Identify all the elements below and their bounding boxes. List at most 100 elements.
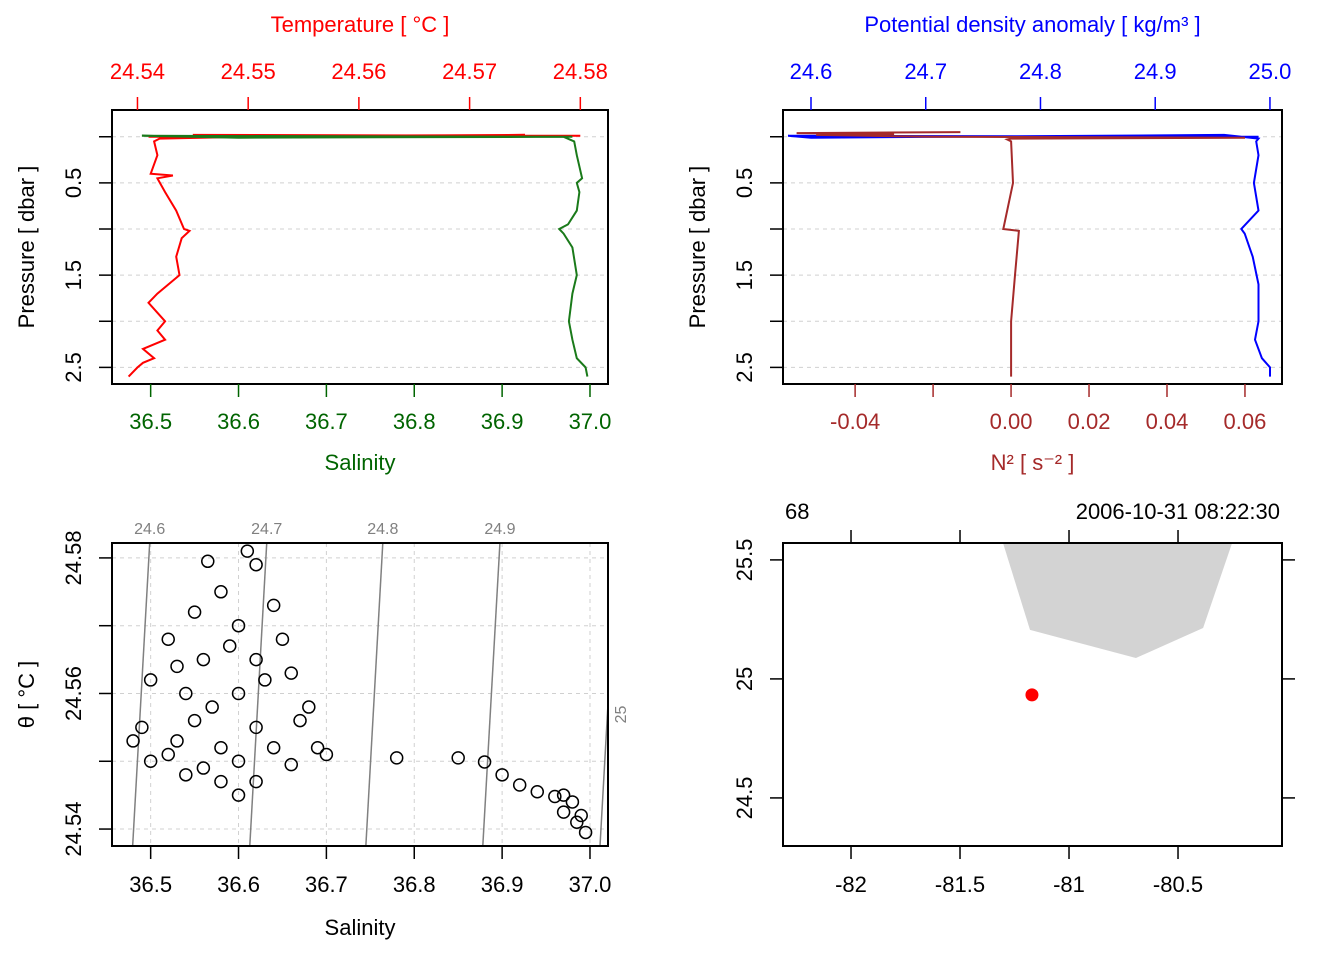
tick-label: 2.5 (732, 352, 757, 383)
tick-label: 24.6 (790, 59, 833, 84)
ts-point (284, 666, 298, 680)
ts-point (451, 751, 465, 765)
tick-label: 24.57 (442, 59, 497, 84)
ts-point (201, 554, 215, 569)
ts-point (565, 795, 580, 809)
tick-label: -0.04 (830, 409, 880, 434)
ts-point (310, 740, 325, 755)
tick-label: 25.0 (1249, 59, 1292, 84)
tick-label: 36.7 (305, 872, 348, 897)
ts-point (249, 720, 263, 735)
tick-label: 36.8 (393, 409, 436, 434)
ts-point (258, 673, 272, 687)
ts-point (179, 768, 193, 782)
ts-point (512, 778, 527, 792)
axis-title: θ [ °C ] (14, 661, 39, 728)
ts-point (214, 585, 228, 599)
tick-label: 24.54 (61, 802, 86, 857)
ts-point (161, 632, 175, 647)
ts-point (205, 700, 219, 714)
ts-point (556, 805, 571, 819)
ts-point (143, 673, 158, 687)
ts-point (548, 789, 562, 804)
tick-label: 36.9 (481, 409, 524, 434)
plot-frame (782, 109, 1283, 385)
tick-label: 24.56 (331, 59, 386, 84)
tick-label: 36.7 (305, 409, 348, 434)
isopycnal-label: 24.8 (367, 521, 398, 538)
tick-label: 24.56 (61, 666, 86, 721)
tick-label: 37.0 (569, 872, 612, 897)
ts-point (319, 747, 334, 762)
isopycnal (365, 543, 384, 846)
ts-point (196, 652, 211, 667)
plot-area (1003, 543, 1233, 702)
coastline-land (1003, 543, 1233, 658)
ts-point (495, 768, 509, 782)
tick-label: 24.5 (732, 777, 757, 820)
ts-point (187, 713, 202, 728)
axis-title: Salinity (325, 915, 396, 940)
plot-area (112, 543, 608, 846)
ts-point (214, 774, 228, 789)
ts-point (135, 720, 149, 735)
plot-area (112, 133, 608, 378)
tick-label: 37.0 (569, 409, 612, 434)
tick-label: 36.5 (129, 872, 172, 897)
tick-label: 0.5 (61, 168, 86, 199)
ts-point (293, 713, 307, 728)
ts-point (179, 686, 193, 701)
isopycnal (482, 543, 501, 846)
tick-label: 1.5 (61, 260, 86, 291)
tick-label: 36.9 (481, 872, 524, 897)
ts-point (170, 734, 184, 748)
ts-point (570, 815, 584, 830)
station-id: 68 (785, 499, 809, 524)
ts-point (143, 754, 158, 769)
ts-point (161, 747, 175, 762)
axis-title: Potential density anomaly [ kg/m³ ] (864, 12, 1200, 37)
tick-label: -82 (835, 872, 867, 897)
tick-label: 24.58 (553, 59, 608, 84)
isopycnal-label: 24.9 (484, 521, 515, 538)
ts-point (284, 757, 298, 772)
tick-label: 1.5 (732, 260, 757, 291)
tick-label: 0.5 (732, 168, 757, 199)
tick-label: -81 (1053, 872, 1085, 897)
ts-point (266, 740, 281, 755)
ts-point (231, 618, 246, 633)
ts-point (231, 686, 246, 701)
tick-label: 24.8 (1019, 59, 1062, 84)
isopycnal-label: 24.7 (251, 521, 282, 538)
ts-point (249, 557, 263, 572)
plot-frame (782, 542, 1283, 847)
ts-point (477, 755, 492, 769)
profile-line (141, 134, 589, 377)
isopycnal (249, 543, 268, 846)
tick-label: 24.55 (221, 59, 276, 84)
axis-title: Salinity (325, 450, 396, 475)
axis-title: N² [ s⁻² ] (991, 450, 1075, 475)
tick-label: 24.9 (1134, 59, 1177, 84)
isopycnal (131, 543, 151, 846)
ts-point (275, 632, 290, 647)
tick-label: 36.5 (129, 409, 172, 434)
ts-point (249, 652, 263, 667)
plot-frame (111, 109, 609, 385)
ts-point (266, 598, 281, 613)
ts-point (578, 825, 593, 840)
profile-line (796, 131, 1246, 377)
tick-label: 24.7 (904, 59, 947, 84)
axis-title: Temperature [ °C ] (271, 12, 450, 37)
tick-label: -80.5 (1153, 872, 1203, 897)
tick-label: 0.04 (1146, 409, 1189, 434)
tick-label: 2.5 (61, 352, 86, 383)
plot-frame (111, 542, 609, 847)
ts-point (530, 785, 545, 799)
ts-point (187, 605, 202, 619)
plot-area (783, 131, 1282, 377)
tick-label: 0.02 (1068, 409, 1111, 434)
ts-point (574, 808, 588, 823)
tick-label: 24.54 (110, 59, 165, 84)
